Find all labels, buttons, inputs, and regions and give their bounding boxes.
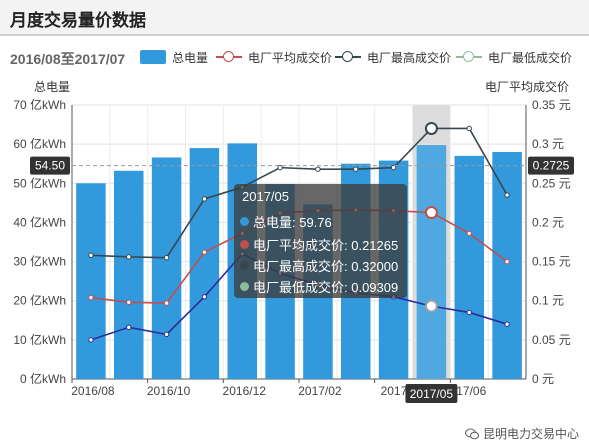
point-max-price [353, 166, 359, 172]
right-tick-label: 0.15 元 [532, 255, 571, 269]
header-bar: 月度交易量价数据 [0, 0, 589, 36]
tooltip-row-label: 电厂最高成交价: 0.32000 [253, 259, 399, 274]
watermark-text: 昆明电力交易中心 [482, 427, 579, 441]
point-avg-price [201, 249, 208, 255]
legend-swatch-line-icon [335, 50, 361, 64]
legend-item-max-price[interactable]: 电厂最高成交价 [335, 45, 451, 69]
left-axis-title: 总电量 [34, 80, 71, 94]
point-min-price [201, 294, 208, 300]
bar-total-power [492, 151, 522, 379]
crosshair-x-label: 2017/05 [410, 387, 454, 401]
crosshair-left-box [30, 156, 70, 175]
tooltip-dot-icon [240, 261, 249, 270]
right-tick-label: 0.1 元 [532, 294, 564, 308]
legend-item-min-price[interactable]: 电厂最低成交价 [456, 45, 572, 69]
left-tick-label: 30 亿kWh [13, 254, 66, 269]
legend-label: 电厂最高成交价 [367, 50, 452, 65]
point-min-price [163, 331, 170, 338]
point-max-price [88, 252, 94, 259]
wechat-icon [464, 427, 479, 439]
right-tick-label: 0 元 [532, 372, 554, 386]
chart-legend: 总电量 电厂平均成交价 电厂最高成交价 电厂最低成交价 [0, 45, 589, 71]
legend-label: 电厂平均成交价 [248, 50, 333, 65]
crosshair-right-box [528, 156, 574, 175]
point-avg-price [424, 206, 438, 220]
point-avg-price [163, 300, 170, 306]
point-min-price [504, 321, 510, 327]
point-avg-price [88, 294, 94, 301]
tooltip-row-total-power: 总电量: 59.76 [240, 212, 332, 231]
point-max-price [390, 164, 397, 171]
point-max-price [315, 166, 321, 172]
x-tick-label: 2017/02 [298, 384, 342, 398]
x-tick-label: 2017/ [381, 384, 412, 398]
point-avg-price [504, 258, 510, 265]
legend-item-avg-price[interactable]: 电厂平均成交价 [216, 45, 332, 69]
bar-total-power [151, 157, 182, 379]
point-max-price [466, 125, 472, 132]
legend-swatch-bar-icon [140, 50, 166, 64]
legend-label: 电厂最低成交价 [488, 50, 573, 65]
point-max-price [504, 192, 510, 198]
tooltip-dot-icon [240, 240, 249, 249]
right-tick-label: 0.05 元 [532, 333, 571, 347]
left-tick-label: 50 亿kWh [13, 175, 66, 190]
x-tick-label: 2016/08 [71, 384, 115, 398]
bar-total-power [416, 145, 447, 379]
right-tick-label: 0.2 元 [532, 215, 564, 229]
right-tick-label: 0.3 元 [532, 137, 564, 151]
crosshair-right-value: 0.2725 [533, 159, 570, 173]
point-min-price [424, 299, 438, 313]
tooltip-row-label: 电厂最低成交价: 0.09309 [253, 280, 399, 295]
right-tick-label: 0.35 元 [532, 98, 571, 112]
watermark: 昆明电力交易中心 [464, 425, 579, 442]
left-tick-label: 0 亿kWh [20, 371, 66, 386]
point-min-price [466, 309, 472, 316]
point-avg-price [466, 230, 472, 237]
tooltip-dot-icon [240, 282, 249, 291]
left-tick-label: 20 亿kWh [13, 293, 66, 308]
left-tick-label: 40 亿kWh [13, 214, 66, 229]
point-max-price [277, 164, 283, 171]
tooltip-row-label: 电厂平均成交价: 0.21265 [253, 238, 399, 253]
right-axis-title: 电厂平均成交价 [484, 80, 569, 94]
x-tick-label: 2016/12 [223, 384, 267, 398]
crosshair-left-value: 54.50 [35, 159, 65, 173]
tooltip-row-avg-price: 电厂平均成交价: 0.21265 [240, 235, 398, 254]
tooltip-row-label: 总电量: 59.76 [253, 215, 332, 230]
point-min-price [88, 337, 94, 343]
left-tick-label: 10 亿kWh [13, 332, 66, 347]
bar-total-power [113, 170, 144, 379]
legend-item-total-power[interactable]: 总电量 [140, 45, 208, 69]
bar-total-power [76, 183, 106, 379]
point-max-price [126, 254, 132, 260]
left-tick-label: 60 亿kWh [13, 136, 66, 151]
page-title: 月度交易量价数据 [10, 11, 146, 30]
legend-swatch-line-icon [216, 50, 242, 64]
point-max-price [201, 196, 208, 202]
tooltip-row-max-price: 电厂最高成交价: 0.32000 [240, 256, 398, 275]
tooltip-title: 2017/05 [242, 189, 289, 204]
point-max-price [163, 254, 170, 261]
crosshair-x-box [405, 384, 458, 403]
tooltip-dot-icon [240, 217, 249, 226]
legend-label: 总电量 [172, 50, 209, 65]
x-tick-label: 17/06 [456, 384, 486, 398]
point-max-price [424, 121, 438, 135]
bar-total-power [454, 155, 485, 379]
left-tick-label: 70 亿kWh [13, 97, 66, 112]
legend-swatch-line-icon [456, 50, 482, 64]
tooltip-row-min-price: 电厂最低成交价: 0.09309 [240, 277, 398, 296]
x-tick-label: 2016/10 [147, 384, 191, 398]
point-min-price [126, 324, 132, 331]
date-range: 2016/08至2017/07 [10, 51, 126, 67]
point-avg-price [126, 299, 132, 305]
chart-tooltip: 2017/05 总电量: 59.76 电厂平均成交价: 0.21265 电厂最高… [234, 184, 407, 298]
bar-total-power [189, 148, 220, 379]
right-tick-label: 0.25 元 [532, 176, 571, 190]
